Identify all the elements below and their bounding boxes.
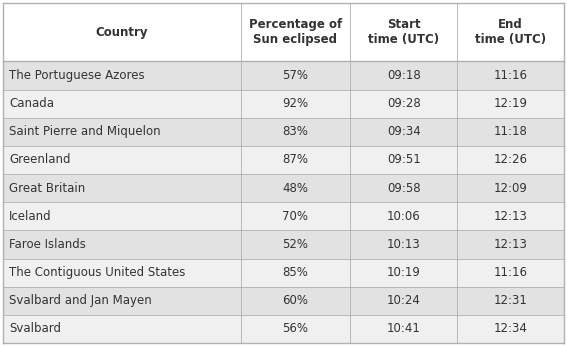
Bar <box>3 258 564 287</box>
Text: 12:34: 12:34 <box>494 322 527 335</box>
Text: 12:26: 12:26 <box>494 153 528 166</box>
Text: 92%: 92% <box>282 97 308 110</box>
Text: End
time (UTC): End time (UTC) <box>475 18 546 46</box>
Text: 10:24: 10:24 <box>387 294 421 307</box>
Bar <box>3 174 564 202</box>
Text: 10:06: 10:06 <box>387 210 421 223</box>
Text: 56%: 56% <box>282 322 308 335</box>
Text: 60%: 60% <box>282 294 308 307</box>
Text: 10:13: 10:13 <box>387 238 421 251</box>
Bar <box>3 146 564 174</box>
Text: 52%: 52% <box>282 238 308 251</box>
Text: 11:16: 11:16 <box>494 266 528 279</box>
Text: Start
time (UTC): Start time (UTC) <box>368 18 439 46</box>
Bar <box>3 287 564 315</box>
Text: 12:13: 12:13 <box>494 238 527 251</box>
Text: Saint Pierre and Miquelon: Saint Pierre and Miquelon <box>9 125 160 138</box>
Text: Canada: Canada <box>9 97 54 110</box>
Text: 48%: 48% <box>282 182 308 194</box>
Text: 10:19: 10:19 <box>387 266 421 279</box>
Text: 12:31: 12:31 <box>494 294 527 307</box>
Text: 09:58: 09:58 <box>387 182 421 194</box>
Text: The Contiguous United States: The Contiguous United States <box>9 266 185 279</box>
Bar <box>3 202 564 230</box>
Text: The Portuguese Azores: The Portuguese Azores <box>9 69 145 82</box>
Text: 12:19: 12:19 <box>494 97 528 110</box>
Text: Percentage of
Sun eclipsed: Percentage of Sun eclipsed <box>249 18 342 46</box>
Text: Svalbard and Jan Mayen: Svalbard and Jan Mayen <box>9 294 152 307</box>
Text: 09:51: 09:51 <box>387 153 421 166</box>
Bar <box>3 3 564 61</box>
Text: 09:18: 09:18 <box>387 69 421 82</box>
Text: 09:28: 09:28 <box>387 97 421 110</box>
Text: 85%: 85% <box>282 266 308 279</box>
Text: Country: Country <box>95 26 148 39</box>
Bar <box>3 315 564 343</box>
Text: Great Britain: Great Britain <box>9 182 85 194</box>
Text: 70%: 70% <box>282 210 308 223</box>
Text: Faroe Islands: Faroe Islands <box>9 238 86 251</box>
Text: 12:13: 12:13 <box>494 210 527 223</box>
Text: 10:41: 10:41 <box>387 322 421 335</box>
Text: 11:18: 11:18 <box>494 125 527 138</box>
Bar <box>3 90 564 118</box>
Text: 12:09: 12:09 <box>494 182 527 194</box>
Text: Iceland: Iceland <box>9 210 52 223</box>
Text: Greenland: Greenland <box>9 153 70 166</box>
Text: Svalbard: Svalbard <box>9 322 61 335</box>
Bar <box>3 118 564 146</box>
Text: 11:16: 11:16 <box>494 69 528 82</box>
Bar <box>3 230 564 258</box>
Text: 09:34: 09:34 <box>387 125 421 138</box>
Bar <box>3 61 564 90</box>
Text: 87%: 87% <box>282 153 308 166</box>
Text: 83%: 83% <box>282 125 308 138</box>
Text: 57%: 57% <box>282 69 308 82</box>
